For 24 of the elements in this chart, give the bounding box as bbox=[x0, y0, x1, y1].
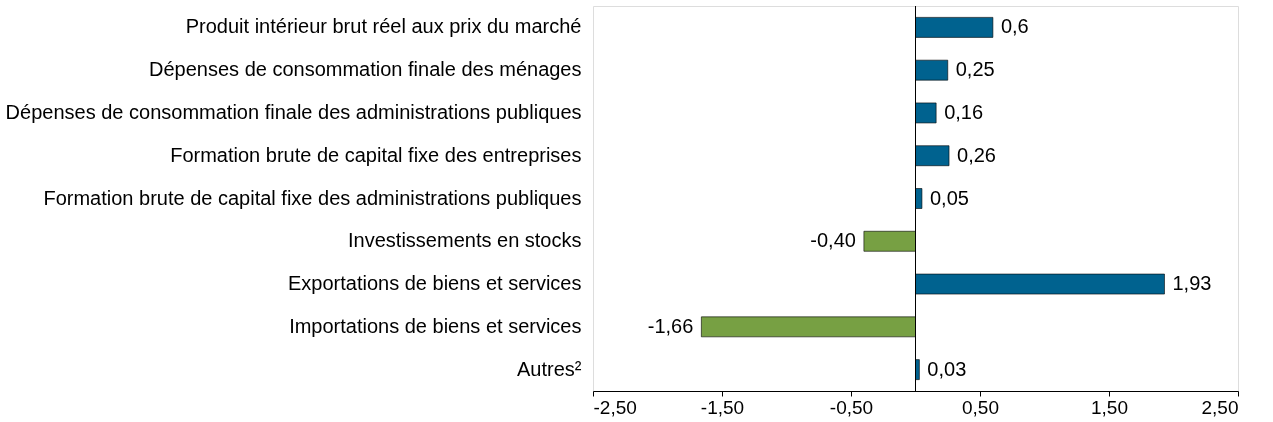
data-label: 0,26 bbox=[957, 143, 996, 166]
data-label: 0,25 bbox=[955, 58, 995, 81]
y-tick-label: Investissements en stocks bbox=[348, 229, 582, 252]
y-tick-label: Dépenses de consommation finale des administrations publiques bbox=[5, 100, 582, 123]
y-tick-label: Dépenses de consommation finale des ménages bbox=[149, 58, 582, 81]
x-tick-label: 2,50 bbox=[1201, 396, 1239, 418]
y-tick-label: Exportations de biens et services bbox=[288, 272, 582, 295]
data-label: 0,05 bbox=[929, 186, 969, 209]
data-label: 0,03 bbox=[927, 357, 967, 380]
data-label: -1,66 bbox=[647, 314, 694, 337]
y-tick-label: Formation brute de capital fixe des entreprises bbox=[170, 143, 582, 166]
y-tick-label: Formation brute de capital fixe des administrations publiques bbox=[43, 186, 582, 209]
y-tick-label: Importations de biens et services bbox=[289, 314, 582, 337]
y-tick-label: Produit intérieur brut réel aux prix du marché bbox=[185, 15, 582, 38]
x-tick-label: 1,50 bbox=[1091, 396, 1128, 418]
data-label: 1,93 bbox=[1172, 272, 1212, 295]
x-tick-label: -1,50 bbox=[700, 396, 745, 418]
x-tick-label: 0,50 bbox=[962, 396, 999, 418]
data-label: -0,40 bbox=[810, 229, 856, 252]
x-tick-label: -2,50 bbox=[593, 396, 637, 418]
data-label: 0,16 bbox=[944, 100, 984, 123]
x-tick-label: -0,50 bbox=[829, 396, 874, 418]
data-label: 0,6 bbox=[1000, 15, 1029, 38]
y-tick-label: Autres² bbox=[517, 357, 582, 380]
